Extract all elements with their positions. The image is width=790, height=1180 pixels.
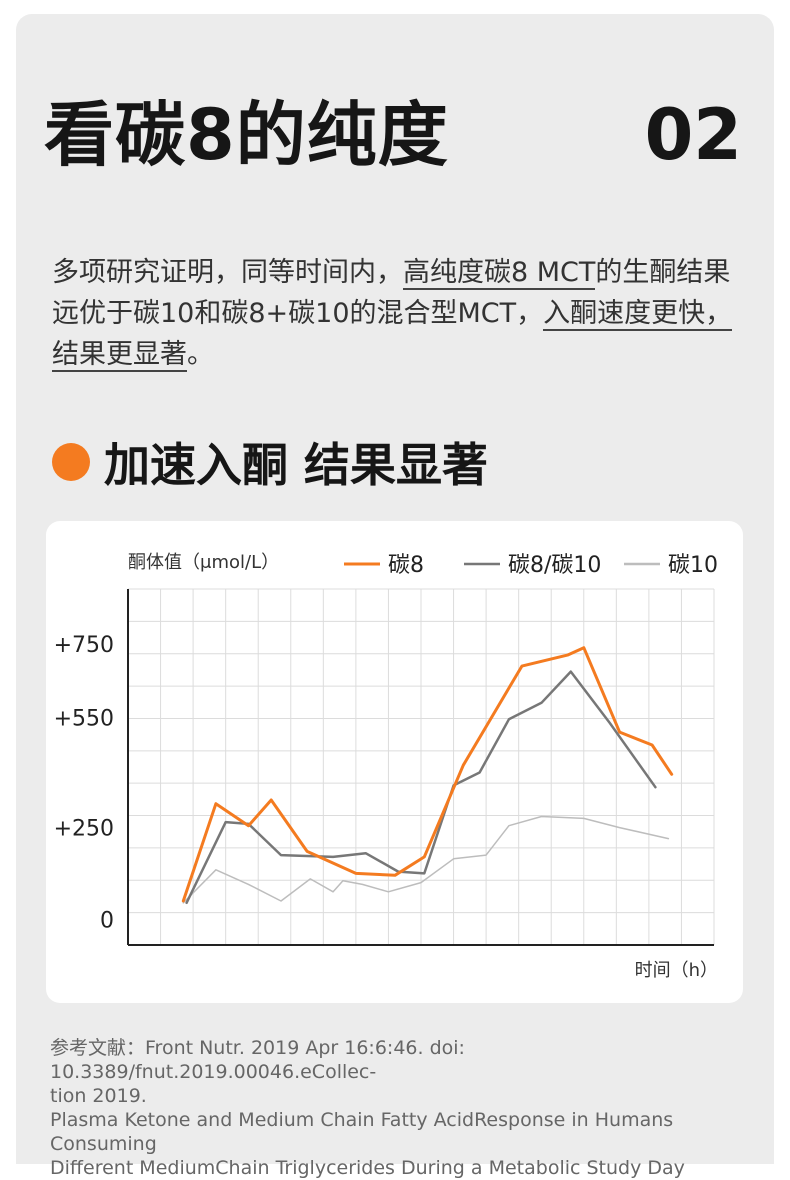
section-title: 加速入酮 结果显著 (104, 438, 489, 492)
reference-line-1: 参考文献：Front Nutr. 2019 Apr 16:6:46. doi: … (50, 1037, 465, 1083)
legend-label: 碳10 (668, 553, 718, 578)
reference-line-2: tion 2019. (50, 1085, 147, 1107)
page-number: 02 (644, 94, 742, 176)
y-tick-label: 0 (100, 908, 114, 933)
chart-card: 酮体值（μmol/L） 时间（h） +750 +550 +250 0 碳8 碳8/碳10… (46, 521, 743, 1003)
grid (128, 588, 715, 945)
orange-dot-icon (52, 443, 90, 481)
ketone-line-chart: 酮体值（μmol/L） 时间（h） +750 +550 +250 0 碳8 碳8/碳10… (54, 552, 718, 981)
y-axis-label: 酮体值（μmol/L） (128, 552, 279, 573)
intro-text-1: 多项研究证明，同等时间内， (52, 257, 403, 288)
legend: 碳8 碳8/碳10 碳10 (344, 553, 718, 578)
series-line-c8 (181, 646, 674, 903)
y-tick-label: +750 (54, 633, 114, 658)
legend-label: 碳8/碳10 (508, 553, 601, 578)
page-title: 看碳8的纯度 (44, 94, 449, 176)
series-lines (181, 646, 674, 905)
axes: +750 +550 +250 0 (54, 589, 714, 946)
series-line-c8-c10 (185, 670, 657, 905)
y-tick-label: +550 (54, 706, 114, 731)
reference-line-4: Different MediumChain Triglycerides Duri… (50, 1157, 685, 1179)
legend-label: 碳8 (388, 553, 424, 578)
series-line-c10 (182, 815, 670, 904)
intro-highlight-1: 高纯度碳8 MCT (403, 257, 596, 290)
x-axis-label: 时间（h） (635, 960, 718, 981)
intro-highlight-2: 入酮速度更快，结果更显著 (52, 298, 733, 372)
reference-line-3: Plasma Ketone and Medium Chain Fatty Aci… (50, 1109, 674, 1155)
intro-paragraph: 多项研究证明，同等时间内，高纯度碳8 MCT的生酮结果远优于碳10和碳8+碳10… (52, 252, 742, 375)
references: 参考文献：Front Nutr. 2019 Apr 16:6:46. doi: … (50, 1036, 750, 1180)
intro-text-2: 的生酮结果远优于碳10和碳8+碳10的混合型MCT， (52, 257, 731, 329)
intro-text-3: 。 (187, 339, 214, 370)
y-tick-label: +250 (54, 817, 114, 842)
section-heading: 加速入酮 结果显著 (52, 430, 488, 494)
